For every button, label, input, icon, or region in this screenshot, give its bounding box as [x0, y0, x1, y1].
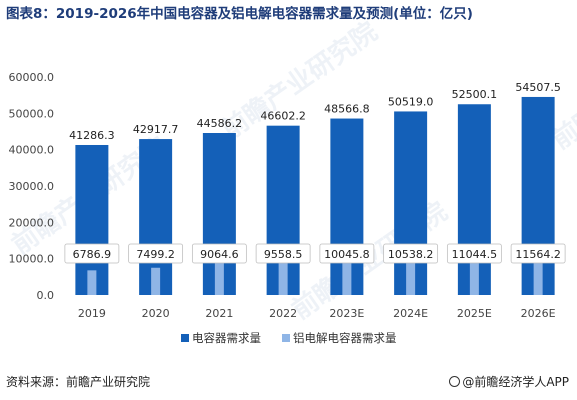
legend-swatch-capacitor — [181, 334, 189, 342]
legend-label-aluminum: 铝电解电容器需求量 — [293, 331, 397, 345]
value-label-aluminum: 7499.2 — [136, 248, 175, 261]
bar-aluminum-capacitor-demand — [151, 267, 161, 295]
value-label-box — [319, 243, 375, 264]
bar-aluminum-capacitor-demand — [533, 252, 543, 295]
value-label-capacitor: 41286.3 — [69, 129, 115, 142]
legend-label-capacitor: 电容器需求量 — [192, 331, 261, 345]
value-label-box — [64, 243, 120, 264]
x-axis: 2019 2020 2021 2022 2023E 2024E 2025E 2026E — [78, 307, 556, 320]
value-label-box — [383, 243, 439, 264]
x-tick-label: 2026E — [521, 307, 556, 320]
x-tick-label: 2021 — [205, 307, 233, 320]
y-tick-label: 0.0 — [37, 289, 55, 302]
bar-aluminum-capacitor-demand — [469, 254, 479, 295]
value-label-capacitor: 52500.1 — [452, 88, 498, 101]
chart-title: 图表8：2019-2026年中国电容器及铝电解电容器需求量及预测(单位：亿只) — [6, 6, 473, 22]
value-label-capacitor: 50519.0 — [388, 95, 434, 108]
y-tick-label: 50000.0 — [9, 107, 55, 120]
x-tick-label: 2023E — [329, 307, 364, 320]
brand-credit: @前瞻经济学人APP — [449, 373, 569, 390]
value-label-aluminum: 9064.6 — [200, 248, 239, 261]
value-label-box — [510, 243, 566, 264]
data-labels: 41286.3 6786.9 42917.7 7499.2 44586.2 9064.6 4… — [64, 81, 566, 264]
value-label-aluminum: 11564.2 — [515, 248, 561, 261]
x-tick-label: 2020 — [142, 307, 170, 320]
x-tick-label: 2019 — [78, 307, 106, 320]
value-label-capacitor: 44586.2 — [197, 117, 243, 130]
value-label-box — [128, 243, 184, 264]
value-label-capacitor: 54507.5 — [515, 81, 561, 94]
value-label-box — [191, 243, 247, 264]
value-label-aluminum: 6786.9 — [73, 248, 112, 261]
value-label-box — [255, 243, 311, 264]
brand-text: @前瞻经济学人APP — [462, 375, 569, 389]
bar-aluminum-capacitor-demand — [87, 270, 97, 295]
x-tick-label: 2022 — [269, 307, 297, 320]
camera-icon — [449, 376, 461, 387]
y-tick-label: 60000.0 — [9, 71, 55, 84]
legend: 电容器需求量 铝电解电容器需求量 — [181, 331, 397, 345]
value-label-capacitor: 42917.7 — [133, 123, 179, 136]
bar-capacitor-demand — [75, 144, 109, 295]
bar-aluminum-capacitor-demand — [278, 260, 288, 295]
value-label-aluminum: 11044.5 — [452, 248, 498, 261]
value-label-aluminum: 9558.5 — [264, 248, 303, 261]
value-label-aluminum: 10045.8 — [324, 248, 370, 261]
bar-aluminum-capacitor-demand — [342, 258, 352, 295]
value-label-aluminum: 10538.2 — [388, 248, 434, 261]
y-tick-label: 20000.0 — [9, 216, 55, 229]
y-tick-label: 30000.0 — [9, 180, 55, 193]
bar-aluminum-capacitor-demand — [214, 262, 224, 295]
legend-swatch-aluminum — [282, 334, 290, 342]
y-tick-label: 40000.0 — [9, 144, 55, 157]
source-note: 资料来源：前瞻产业研究院 — [6, 375, 151, 389]
y-tick-label: 10000.0 — [9, 253, 55, 266]
value-label-capacitor: 46602.2 — [260, 110, 306, 123]
y-axis: 0.0 10000.0 20000.0 30000.0 40000.0 50000.0 60… — [9, 71, 55, 302]
bar-aluminum-capacitor-demand — [406, 256, 416, 295]
value-label-box — [446, 243, 502, 264]
value-label-capacitor: 48566.8 — [324, 103, 370, 116]
x-tick-label: 2024E — [393, 307, 428, 320]
x-tick-label: 2025E — [457, 307, 492, 320]
